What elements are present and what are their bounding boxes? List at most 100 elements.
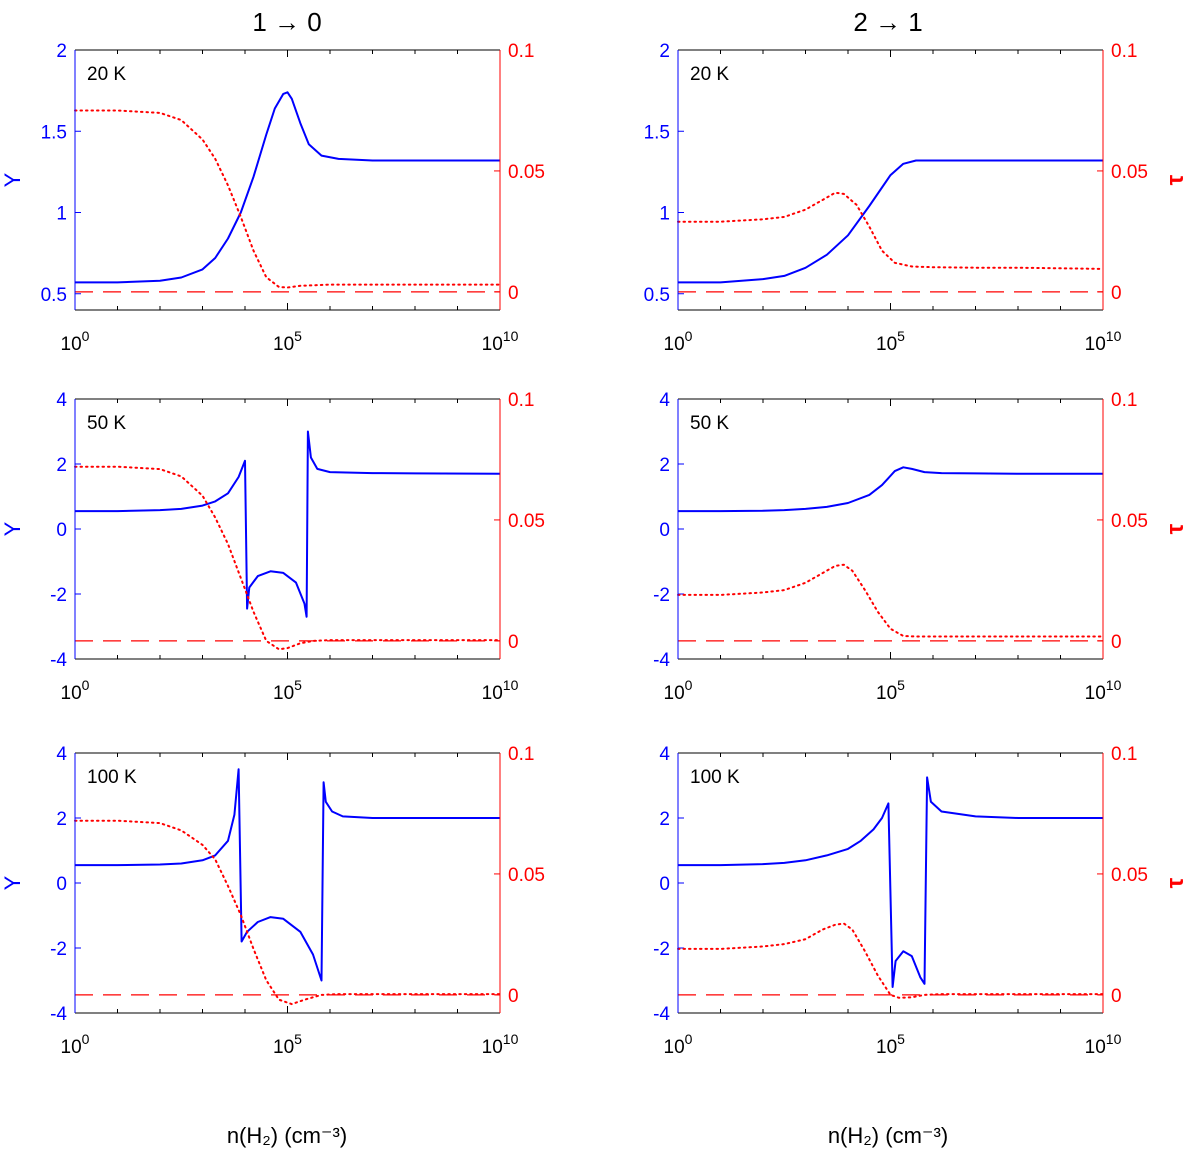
y-tick-label: 1 [56,204,67,225]
tau-tick-label: 0.1 [508,390,534,411]
y-tick-label: 0 [56,520,67,541]
temperature-label: 100 K [690,767,740,788]
tau-axis-label: τ [1162,174,1189,185]
chart-panel-5: 100 105 1010 -4 -2 0 2 4 0 0.05 0.1 100 K Y [0,744,545,1058]
x-axis-label-left: n(H₂) (cm⁻³) [227,1123,347,1148]
y-tick-label: 2 [56,455,67,476]
y-tick-label: -4 [50,650,67,671]
y-tick-label: 1.5 [644,122,670,143]
y-tick-label: 0 [659,520,670,541]
y-tick-label: 2 [659,809,670,830]
chart-panel-1: 100 105 1010 0.5 1 1.5 2 0 0.05 0.1 20 K Y [0,41,545,355]
chart-panel-4: 100 105 1010 -4 -2 0 2 4 0 0.05 0.1 50 K τ [653,390,1189,704]
y-tick-label: 4 [659,744,670,765]
y-tick-label: 0 [56,874,67,895]
tau-tick-label: 0.05 [1111,511,1148,532]
tau-tick-label: 0.1 [508,41,534,62]
x-tick-label: 100 [664,677,693,704]
temperature-label: 20 K [87,64,126,85]
y-tick-label: 2 [659,455,670,476]
y-tick-label: 0 [659,874,670,895]
column-title-right: 2 → 1 [853,7,922,37]
y-axis-label: Y [0,521,25,536]
x-tick-label: 105 [876,1031,905,1058]
y-tick-label: 2 [56,41,67,62]
x-tick-label: 105 [273,677,302,704]
temperature-label: 20 K [690,64,729,85]
y-tick-label: 4 [56,390,67,411]
x-tick-label: 105 [273,328,302,355]
x-tick-label: 1010 [482,328,519,355]
y-tick-label: 0.5 [41,285,67,306]
y-tick-label: 1.5 [41,122,67,143]
tau-axis-label: τ [1162,523,1189,534]
x-tick-label: 1010 [1085,328,1122,355]
x-tick-label: 100 [61,328,90,355]
y-tick-label: 2 [659,41,670,62]
column-titles: 1 → 0 2 → 1 [252,7,922,37]
tau-tick-label: 0.1 [1111,41,1137,62]
tau-tick-label: 0 [1111,283,1122,304]
y-tick-label: 2 [56,809,67,830]
series-y-line [678,466,1103,513]
series-y-line [75,430,501,618]
y-tick-label: -4 [653,1004,670,1025]
tau-tick-label: 0.05 [508,511,545,532]
y-tick-label: -2 [50,939,67,960]
tau-tick-label: 0 [1111,986,1122,1007]
tau-tick-label: 0 [508,632,519,653]
x-tick-label: 105 [876,677,905,704]
x-tick-label: 100 [61,677,90,704]
x-axis-label-right: n(H₂) (cm⁻³) [828,1123,948,1148]
x-tick-label: 105 [273,1031,302,1058]
temperature-label: 50 K [690,413,729,434]
chart-panel-3: 100 105 1010 -4 -2 0 2 4 0 0.05 0.1 50 K Y [0,390,545,704]
tau-tick-label: 0.1 [508,744,534,765]
tau-tick-label: 0.05 [508,865,545,886]
y-tick-label: -2 [653,585,670,606]
y-tick-label: -2 [50,585,67,606]
tau-tick-label: 0.1 [1111,390,1137,411]
series-y-line [75,91,500,284]
tau-tick-label: 0 [1111,632,1122,653]
x-tick-label: 1010 [482,1031,519,1058]
x-tick-label: 1010 [1085,1031,1122,1058]
tau-axis-label: τ [1162,877,1189,888]
y-tick-label: -4 [50,1004,67,1025]
series-y-line [75,768,500,982]
x-tick-label: 100 [61,1031,90,1058]
y-tick-label: -4 [653,650,670,671]
x-tick-label: 100 [664,328,693,355]
chart-panel-6: 100 105 1010 -4 -2 0 2 4 0 0.05 0.1 100 K τ [653,744,1189,1058]
x-tick-label: 105 [876,328,905,355]
x-axis-labels: n(H₂) (cm⁻³) n(H₂) (cm⁻³) [227,1123,948,1148]
y-axis-label: Y [0,172,25,187]
chart-panel-2: 100 105 1010 0.5 1 1.5 2 0 0.05 0.1 20 K τ [644,41,1189,355]
temperature-label: 100 K [87,767,137,788]
y-axis-label: Y [0,875,25,890]
series-tau-line [74,109,501,289]
tau-tick-label: 0.05 [1111,162,1148,183]
x-tick-label: 100 [664,1031,693,1058]
tau-tick-label: 0.05 [1111,865,1148,886]
series-y-line [678,159,1103,284]
y-tick-label: 4 [56,744,67,765]
y-tick-label: 1 [659,204,670,225]
temperature-label: 50 K [87,413,126,434]
series-tau-line [677,191,1104,270]
x-tick-label: 1010 [1085,677,1122,704]
tau-tick-label: 0 [508,283,519,304]
y-tick-label: -2 [653,939,670,960]
series-y-line [678,776,1103,988]
series-tau-line [74,819,501,1006]
series-tau-line [74,465,501,651]
tau-tick-label: 0.05 [508,162,545,183]
tau-tick-label: 0.1 [1111,744,1137,765]
series-tau-line [677,563,1104,638]
column-title-left: 1 → 0 [252,7,321,37]
x-tick-label: 1010 [482,677,519,704]
series-tau-line [677,922,1104,999]
y-tick-label: 0.5 [644,285,670,306]
